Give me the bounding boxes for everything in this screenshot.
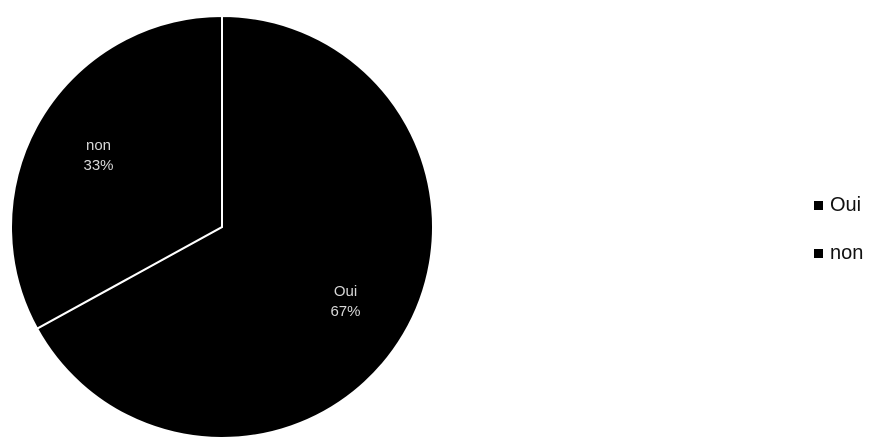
slice-category-label-oui: Oui [334, 283, 357, 300]
slice-percent-label-oui: 67% [330, 303, 360, 320]
slice-category-label-non: non [86, 137, 111, 154]
legend-label-non: non [830, 241, 864, 264]
legend-label-oui: Oui [830, 193, 862, 216]
legend-swatch-oui [814, 200, 823, 210]
legend-item-oui: Oui [814, 193, 863, 217]
legend: Oui non [814, 193, 863, 289]
legend-swatch-non [814, 248, 823, 258]
pie-slice-non [10, 14, 223, 331]
legend-item-non: non [814, 241, 863, 265]
pie-slice-oui [35, 14, 434, 439]
slice-percent-label-non: 33% [83, 157, 113, 174]
